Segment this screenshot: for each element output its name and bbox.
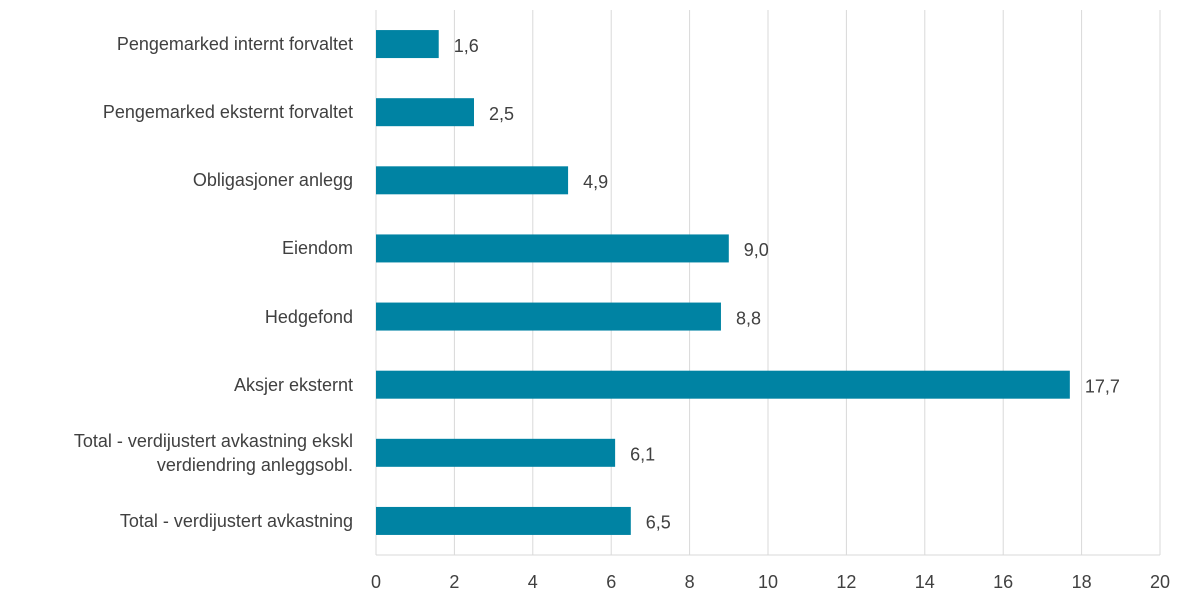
- x-tick-label: 2: [449, 572, 459, 592]
- value-label: 9,0: [744, 240, 769, 260]
- bar: [376, 506, 631, 535]
- bar: [376, 302, 721, 331]
- x-tick-label: 4: [528, 572, 538, 592]
- bar: [376, 98, 474, 127]
- value-label: 6,1: [630, 445, 655, 465]
- x-tick-label: 18: [1072, 572, 1092, 592]
- value-label: 1,6: [454, 36, 479, 56]
- y-tick-label: Eiendom: [281, 238, 353, 259]
- x-tick-label: 6: [606, 572, 616, 592]
- bar: [376, 438, 616, 467]
- y-tick-label: Pengemarked internt forvaltet: [116, 34, 353, 55]
- value-label: 17,7: [1085, 376, 1120, 396]
- x-tick-label: 14: [915, 572, 935, 592]
- x-tick-label: 0: [371, 572, 381, 592]
- value-label: 4,9: [583, 172, 608, 192]
- bar: [376, 30, 439, 59]
- y-tick-label: Obligasjoner anlegg: [192, 170, 353, 191]
- bar: [376, 370, 1070, 399]
- bar: [376, 166, 569, 195]
- value-label: 2,5: [489, 104, 514, 124]
- x-tick-label: 20: [1150, 572, 1170, 592]
- y-tick-label: Pengemarked eksternt forvaltet: [102, 102, 353, 123]
- y-tick-label: Aksjer eksternt: [233, 374, 353, 395]
- value-label: 8,8: [736, 308, 761, 328]
- x-tick-label: 16: [993, 572, 1013, 592]
- y-tick-label: Total - verdijustert avkastning ekskl ve…: [73, 430, 353, 475]
- x-tick-label: 8: [685, 572, 695, 592]
- y-tick-label: Total - verdijustert avkastning: [119, 510, 353, 531]
- value-label: 6,5: [646, 513, 671, 533]
- y-tick-label: Hedgefond: [264, 306, 353, 327]
- bar: [376, 234, 729, 263]
- x-tick-label: 12: [836, 572, 856, 592]
- x-tick-label: 10: [758, 572, 778, 592]
